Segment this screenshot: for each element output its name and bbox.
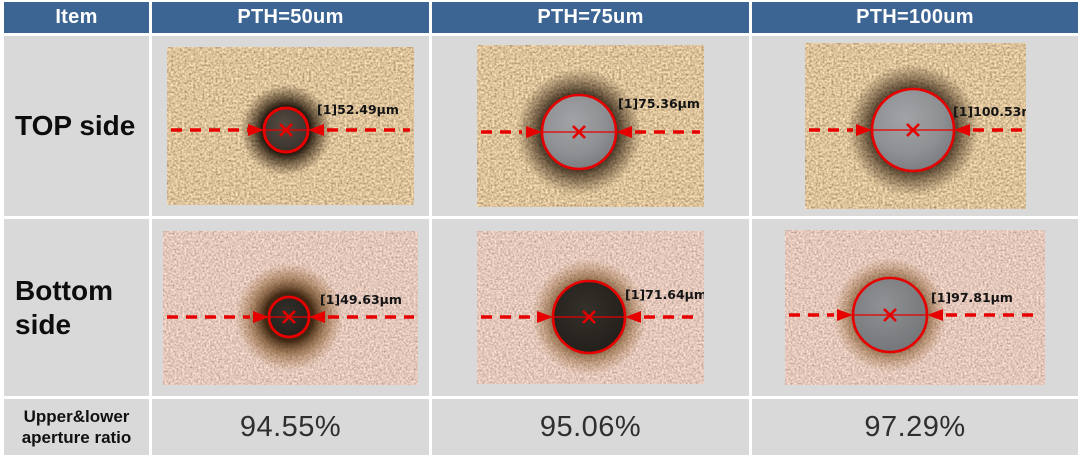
header-item-label: Item: [55, 6, 98, 28]
header-item: Item: [4, 2, 149, 33]
micrograph-top-pth50: [1]52.49μm: [167, 47, 414, 205]
arrowhead-right: [927, 309, 943, 321]
row-label-bottom-side: Bottom side: [4, 219, 149, 396]
measurement-label: [1]100.53mm: [953, 104, 1026, 119]
measurement-label: [1]75.36μm: [618, 96, 700, 111]
center-cross-marker: [883, 308, 897, 322]
micrograph-cell-bottom-pth100: [1]97.81μm: [752, 219, 1078, 396]
arrowhead-left: [253, 310, 269, 323]
micrograph-cell-top-pth75: [1]75.36μm: [432, 36, 749, 216]
center-cross-marker: [582, 310, 596, 324]
measurement-label: [1]49.63μm: [320, 292, 402, 307]
arrowhead-left: [855, 124, 872, 136]
measurement-label: [1]52.49μm: [317, 102, 399, 117]
pth-comparison-table: Item PTH=50um PTH=75um PTH=100um TOP sid…: [4, 2, 1080, 455]
arrowhead-left: [526, 126, 542, 138]
micrograph-bottom-pth50: [1]49.63μm: [163, 230, 418, 385]
arrowhead-right: [308, 124, 324, 136]
arrowhead-right: [625, 311, 641, 323]
ratio-value-text: 94.55%: [239, 410, 342, 443]
header-pth75-label: PTH=75um: [537, 6, 644, 28]
header-pth50-label: PTH=50um: [237, 6, 344, 28]
header-pth75: PTH=75um: [432, 2, 749, 33]
header-pth50: PTH=50um: [152, 2, 429, 33]
center-cross-marker: [905, 123, 920, 137]
aperture-ratio-text: Upper&lower aperture ratio: [21, 406, 132, 447]
ratio-value-pth100: 97.29%: [752, 399, 1078, 455]
header-pth100: PTH=100um: [752, 2, 1078, 33]
center-cross-marker: [572, 125, 586, 139]
header-pth100-label: PTH=100um: [856, 6, 974, 28]
arrowhead-right: [953, 124, 970, 136]
arrowhead-left: [537, 311, 553, 323]
ratio-value-pth50: 94.55%: [152, 399, 429, 455]
micrograph-top-pth75: [1]75.36μm: [477, 45, 704, 207]
micrograph-top-pth100: [1]100.53mm: [804, 43, 1026, 209]
ratio-value-pth75: 95.06%: [432, 399, 749, 455]
row-label-top-side: TOP side: [4, 36, 149, 216]
micrograph-cell-top-pth50: [1]52.49μm: [152, 36, 429, 216]
measurement-label: [1]71.64μm: [625, 287, 704, 302]
arrowhead-right: [309, 310, 325, 323]
center-cross-marker: [279, 123, 293, 137]
arrowhead-left: [837, 309, 853, 321]
ratio-value-text: 97.29%: [864, 410, 966, 443]
micrograph-cell-top-pth100: [1]100.53mm: [752, 36, 1078, 216]
center-cross-marker: [282, 309, 296, 324]
micrograph-cell-bottom-pth50: [1]49.63μm: [152, 219, 429, 396]
arrowhead-left: [248, 124, 264, 136]
arrowhead-right: [616, 126, 632, 138]
micrograph-bottom-pth100: [1]97.81μm: [785, 230, 1045, 385]
ratio-value-text: 95.06%: [539, 410, 642, 443]
top-side-text: TOP side: [15, 110, 136, 142]
measurement-label: [1]97.81μm: [931, 290, 1013, 305]
micrograph-bottom-pth75: [1]71.64μm: [477, 231, 704, 384]
micrograph-cell-bottom-pth75: [1]71.64μm: [432, 219, 749, 396]
bottom-side-text: Bottom side: [15, 275, 113, 340]
row-label-aperture-ratio: Upper&lower aperture ratio: [4, 399, 149, 455]
